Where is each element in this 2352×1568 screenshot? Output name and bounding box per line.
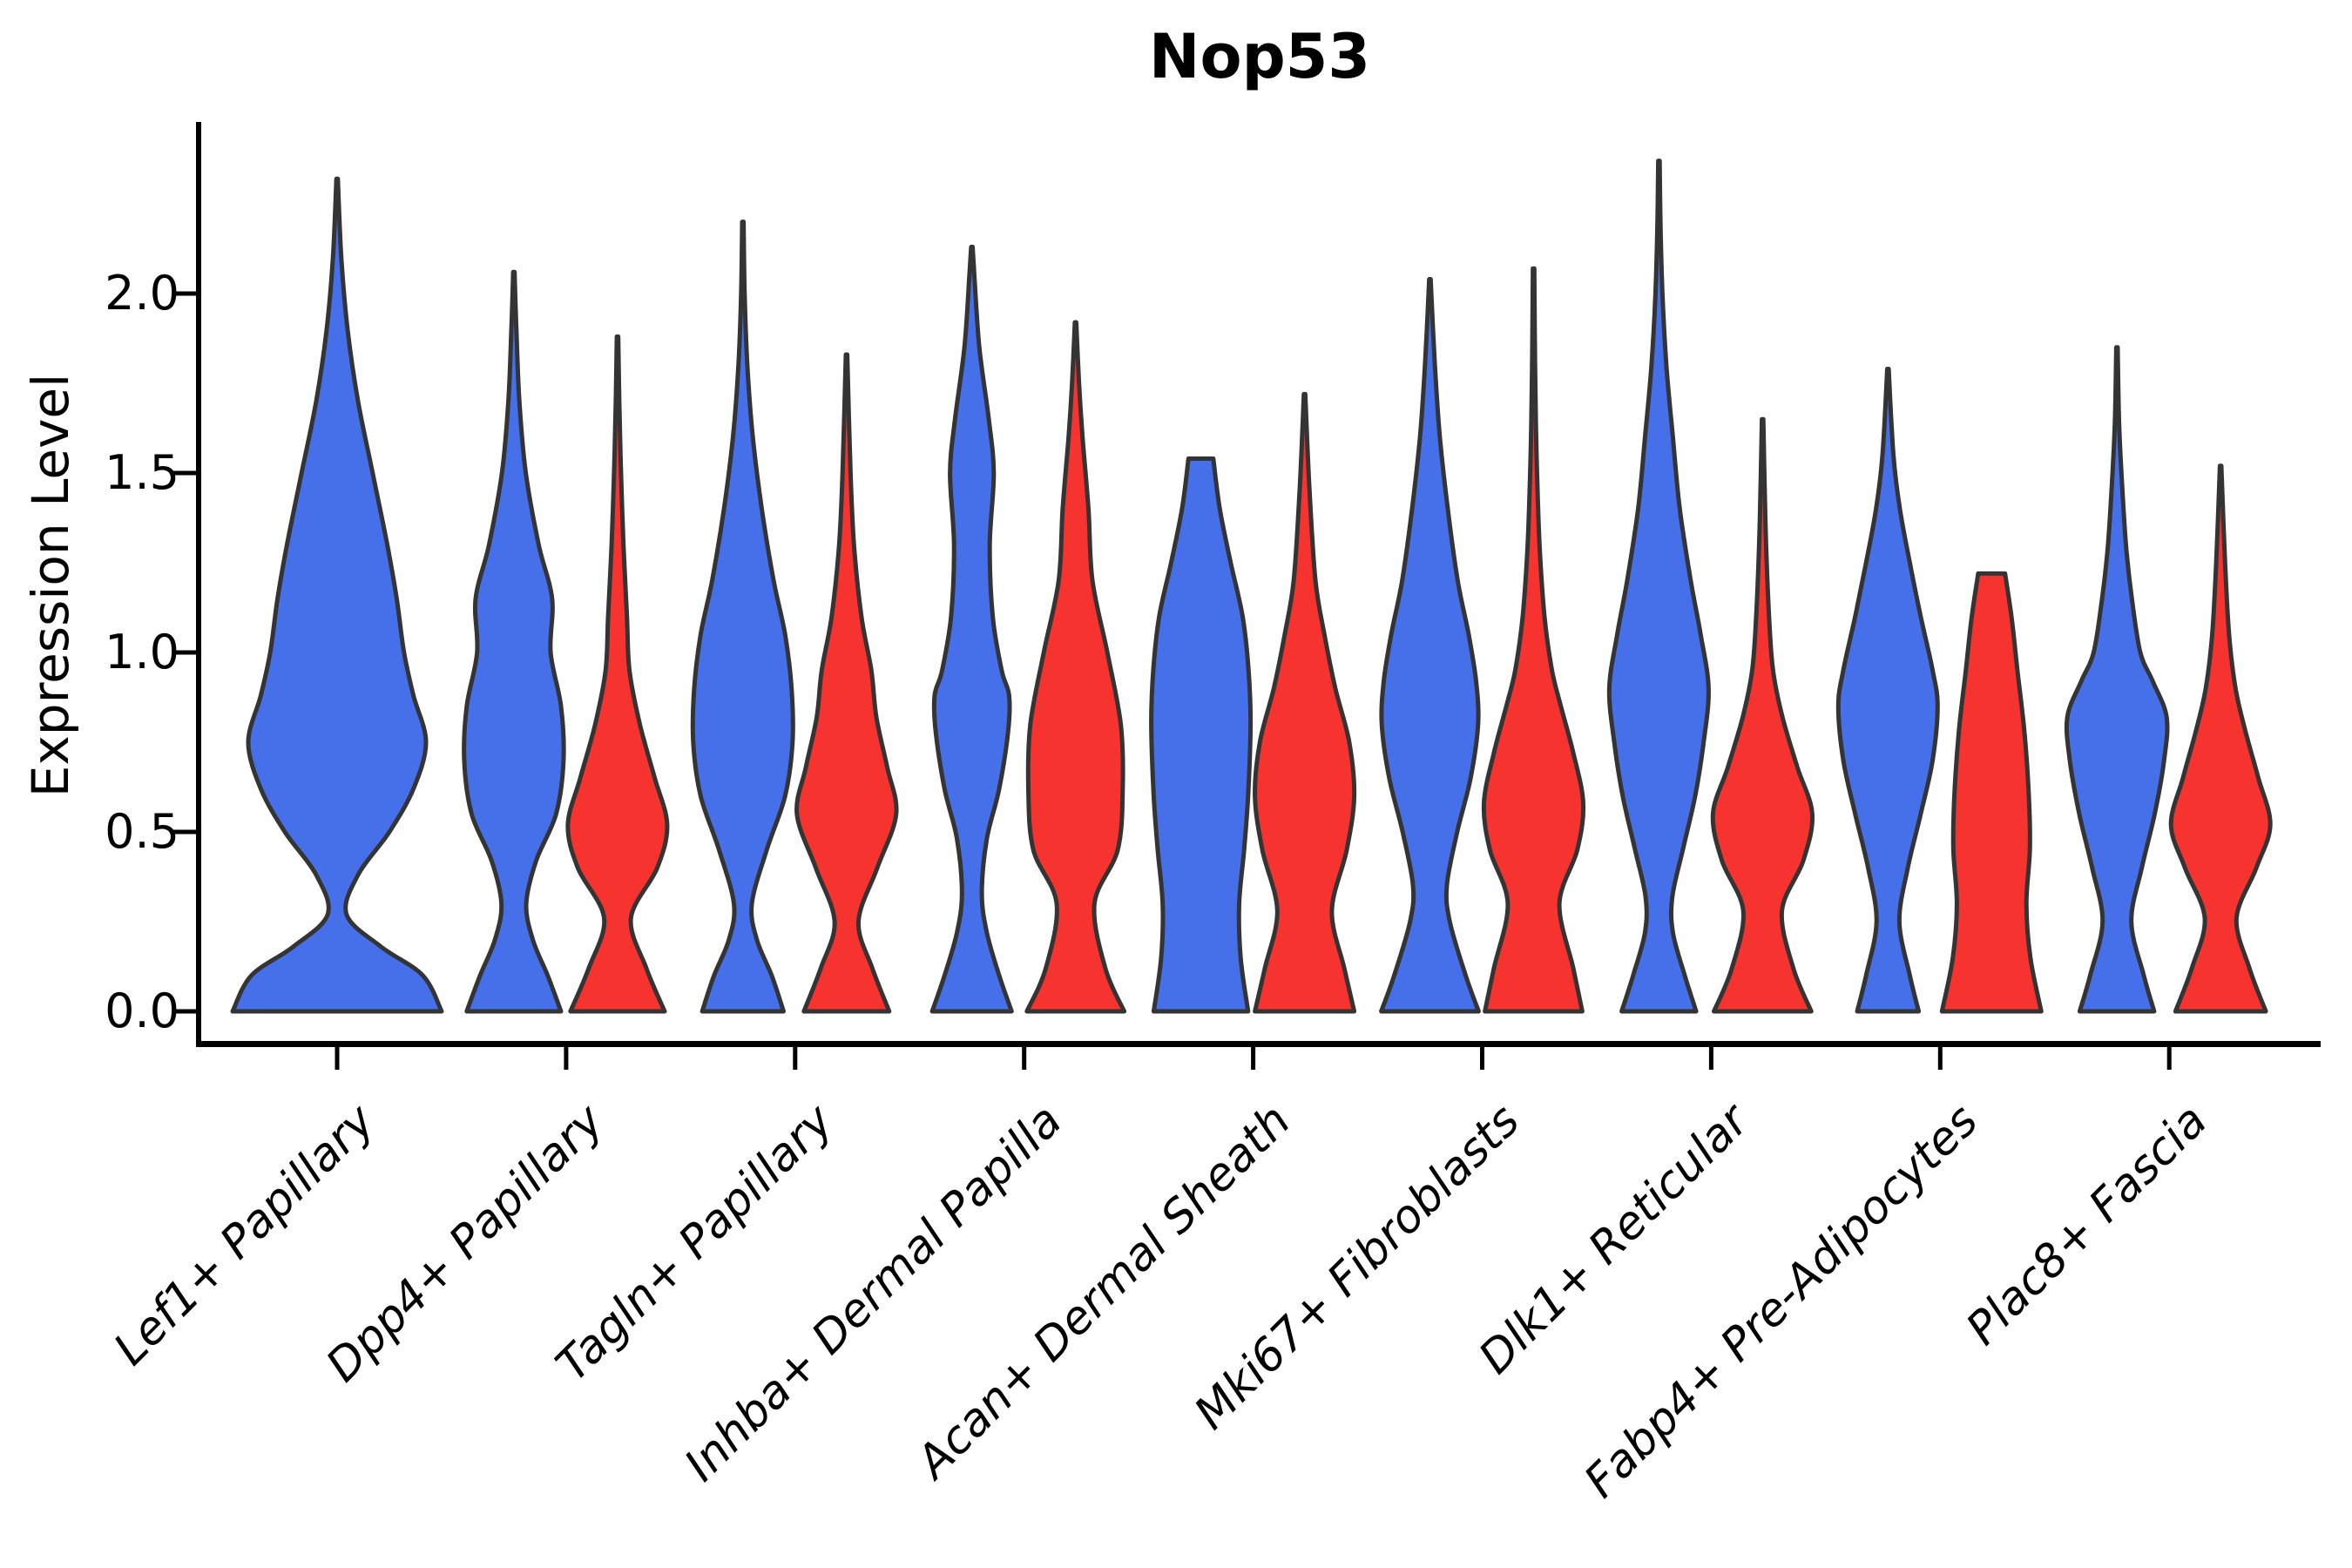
- y-axis-spine: [196, 122, 201, 1047]
- x-tick-mark: [564, 1047, 569, 1070]
- violin-red-4: [1253, 391, 1357, 1014]
- violin-red-5: [1481, 266, 1586, 1014]
- x-axis-spine: [196, 1041, 2321, 1047]
- violin-blue-1: [462, 269, 566, 1014]
- y-tick-mark: [173, 1009, 196, 1014]
- violin-red-1: [565, 334, 670, 1014]
- x-tick-mark: [335, 1047, 340, 1070]
- violin-blue-4: [1149, 456, 1254, 1014]
- violin-red-3: [1024, 320, 1127, 1014]
- violin-red-2: [794, 352, 899, 1014]
- violin-blue-7: [1835, 367, 1940, 1014]
- x-tick-mark: [793, 1047, 798, 1070]
- y-tick-mark: [173, 650, 196, 655]
- y-tick-label: 0.0: [105, 983, 179, 1038]
- y-tick-label: 1.5: [105, 445, 179, 500]
- violin-blue-6: [1606, 159, 1711, 1014]
- violin-blue-2: [690, 220, 795, 1014]
- x-tick-mark: [2166, 1047, 2172, 1070]
- violin-red-6: [1710, 416, 1815, 1014]
- violin-blue-8: [2064, 345, 2170, 1014]
- violin-blue-5: [1379, 277, 1481, 1014]
- chart-title: Nop53: [1148, 21, 1371, 92]
- y-tick-label: 2.0: [105, 266, 179, 321]
- violin-blue-0: [230, 176, 444, 1014]
- violin-red-7: [1939, 571, 2044, 1014]
- x-tick-mark: [1937, 1047, 1943, 1070]
- violin-red-8: [2168, 463, 2273, 1014]
- y-tick-mark: [173, 470, 196, 476]
- y-tick-label: 1.0: [105, 625, 179, 679]
- y-tick-label: 0.5: [105, 804, 179, 859]
- x-tick-mark: [1251, 1047, 1256, 1070]
- x-tick-mark: [1708, 1047, 1713, 1070]
- y-axis-label: Expression Level: [21, 373, 80, 798]
- y-tick-mark: [173, 829, 196, 835]
- x-tick-mark: [1022, 1047, 1027, 1070]
- x-tick-mark: [1480, 1047, 1484, 1070]
- y-tick-mark: [173, 291, 196, 296]
- violin-blue-3: [929, 244, 1014, 1014]
